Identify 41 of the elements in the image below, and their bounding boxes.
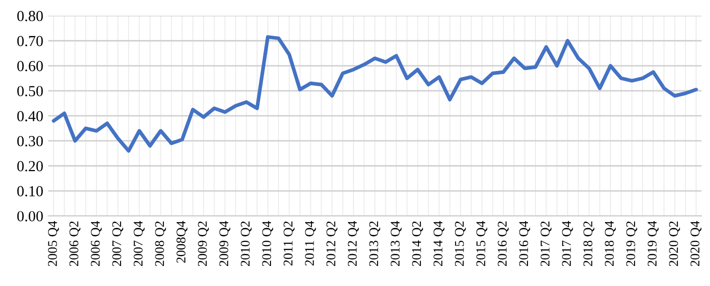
x-tick-label: 2007 Q2 <box>112 222 124 266</box>
x-tick-label: 2017 Q4 <box>562 221 573 266</box>
x-tick-label: 2017 Q2 <box>540 222 552 266</box>
y-tick-label: 0.40 <box>17 110 43 122</box>
y-tick-label: 0.80 <box>17 10 43 22</box>
y-tick-label: 0.70 <box>17 36 43 46</box>
x-tick-label: 2016 Q2 <box>498 222 509 266</box>
x-tick-label: 2020 Q4 <box>690 221 702 266</box>
x-tick-label: 2009 Q4 <box>219 221 230 266</box>
line-series <box>52 35 698 153</box>
x-tick-label: 2006 Q4 <box>90 221 102 266</box>
x-tick-label: 2011 Q2 <box>284 222 295 266</box>
x-tick-label: 2014 Q2 <box>412 222 424 266</box>
y-tick-label: 0.00 <box>17 211 43 222</box>
x-tick-label: 2019 Q4 <box>648 221 659 266</box>
x-tick-label: 2011 Q4 <box>305 221 316 266</box>
x-tick-label: 2014 Q4 <box>434 221 444 266</box>
x-tick-label: 2020 Q2 <box>669 222 680 266</box>
x-tick-label: 2008 Q2 <box>155 222 166 266</box>
y-tick-label: 0.20 <box>17 161 43 172</box>
x-tick-label: 2018 Q4 <box>604 221 616 266</box>
x-tick-label: 2007 Q4 <box>134 221 145 266</box>
x-tick-label: 2015 Q4 <box>476 221 488 266</box>
x-tick-label: 2016 Q4 <box>519 221 530 266</box>
x-tick-label: 2019 Q2 <box>626 222 638 266</box>
x-tick-label: 2008Q4 <box>176 221 188 263</box>
y-tick-label: 0.10 <box>17 186 43 196</box>
x-tick-label: 2010 Q4 <box>262 221 274 266</box>
x-tick-label: 2012 Q4 <box>348 221 359 266</box>
y-tick-label: 0.30 <box>17 136 43 146</box>
x-tick-label: 2005 Q4 <box>48 221 59 266</box>
x-tick-label: 2015 Q2 <box>454 222 466 266</box>
x-tick-label: 2012 Q2 <box>326 222 338 266</box>
x-tick-label: 2013 Q4 <box>390 221 402 266</box>
x-tick-label: 2006 Q2 <box>69 222 80 266</box>
y-tick-label: 0.60 <box>17 60 43 72</box>
x-tick-label: 2009 Q2 <box>198 222 209 266</box>
y-tick-label: 0.50 <box>17 86 43 96</box>
x-tick-label: 2010 Q2 <box>240 222 252 266</box>
x-tick-label: 2018 Q2 <box>583 222 594 266</box>
x-tick-label: 2013 Q2 <box>369 222 380 266</box>
